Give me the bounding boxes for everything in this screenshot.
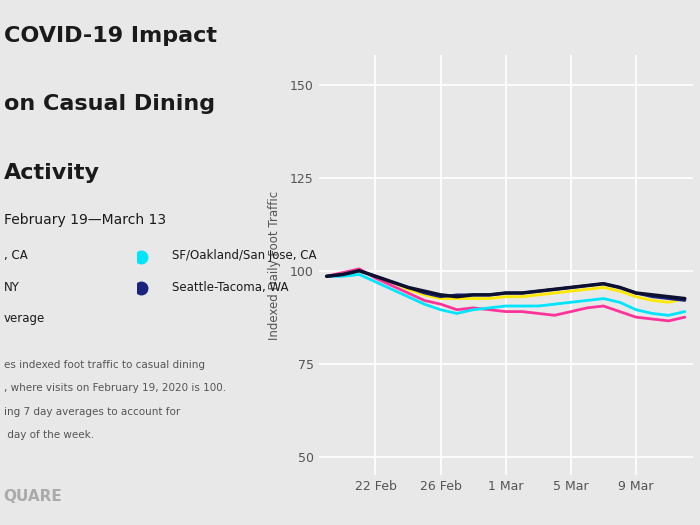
Text: , CA: , CA [4, 249, 27, 262]
Text: NY: NY [4, 281, 20, 293]
Text: SF/Oakland/San Jose, CA: SF/Oakland/San Jose, CA [172, 249, 316, 262]
Y-axis label: Indexed Daily Foot Traffic: Indexed Daily Foot Traffic [268, 191, 281, 340]
Text: Seattle-Tacoma, WA: Seattle-Tacoma, WA [172, 281, 288, 293]
Text: QUARE: QUARE [4, 489, 62, 504]
Text: verage: verage [4, 312, 45, 325]
Text: , where visits on February 19, 2020 is 100.: , where visits on February 19, 2020 is 1… [4, 383, 225, 393]
Text: day of the week.: day of the week. [4, 430, 94, 440]
Text: es indexed foot traffic to casual dining: es indexed foot traffic to casual dining [4, 360, 204, 370]
Text: COVID-19 Impact: COVID-19 Impact [4, 26, 216, 46]
Text: on Casual Dining: on Casual Dining [4, 94, 215, 114]
Text: Activity: Activity [4, 163, 99, 183]
Text: February 19—March 13: February 19—March 13 [4, 213, 166, 227]
Text: ing 7 day averages to account for: ing 7 day averages to account for [4, 407, 180, 417]
